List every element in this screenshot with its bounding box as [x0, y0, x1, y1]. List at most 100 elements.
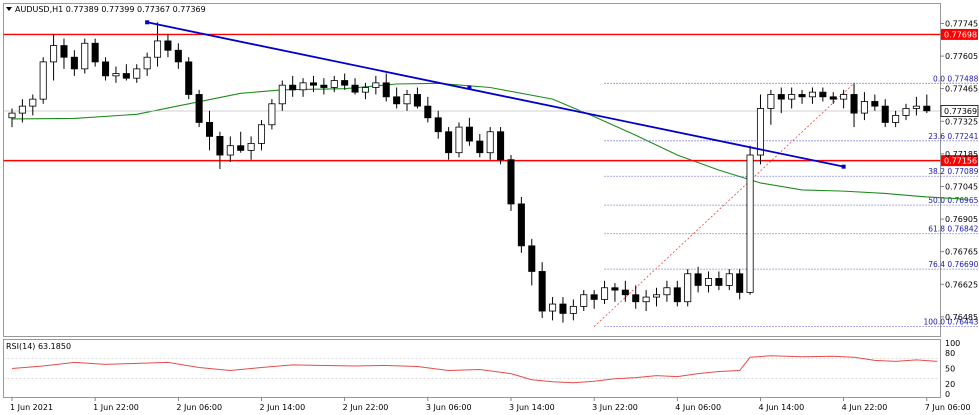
time-axis: 1 Jun 2021 1 Jun 22:00 2 Jun 06:00 2 Jun 14…	[10, 397, 971, 412]
candle-body	[819, 91, 827, 98]
fib-level-label: 76.4 0.76690	[928, 260, 978, 269]
candle-body	[850, 94, 858, 114]
candle-body	[330, 80, 338, 88]
candle-body	[632, 294, 640, 303]
candle-body	[50, 45, 58, 63]
candle-body	[860, 101, 868, 114]
candle-body	[195, 94, 203, 123]
candle-body	[18, 105, 26, 114]
candle-body	[465, 126, 473, 142]
price-tick-label: 0.76765	[945, 248, 978, 257]
candle-body	[621, 289, 629, 296]
trendline-handle	[841, 164, 846, 169]
candle-body	[653, 294, 661, 298]
price-tag-label: 0.77156	[944, 157, 977, 166]
candle-body	[205, 122, 214, 137]
candle-body	[278, 84, 286, 105]
fib-level-label: 61.8 0.76842	[928, 225, 978, 234]
candle-body	[122, 73, 130, 79]
candle-body	[840, 94, 848, 100]
fib-trend-line	[593, 83, 855, 327]
candle-body	[81, 42, 89, 70]
candle-body	[673, 287, 681, 303]
candle-body	[434, 117, 442, 133]
candle-body	[829, 96, 837, 100]
candle-body	[881, 105, 889, 123]
candle-body	[663, 287, 671, 296]
candle-body	[143, 56, 151, 70]
price-tick-label: 0.77465	[945, 85, 978, 94]
candle-body	[91, 42, 99, 63]
candle-body	[912, 105, 920, 109]
candle-body	[154, 40, 162, 58]
candle-body	[226, 145, 234, 156]
candle-body	[299, 82, 307, 91]
candle-body	[756, 108, 764, 156]
time-tick-label: 2 Jun 22:00	[343, 403, 389, 412]
candle-body	[351, 84, 359, 93]
candle-body	[393, 96, 401, 105]
symbol-dropdown-icon[interactable]	[6, 7, 12, 11]
candle-body	[642, 296, 650, 303]
rsi-tick-label: 100	[945, 339, 960, 348]
candle-body	[715, 278, 723, 286]
candle-body	[247, 142, 255, 151]
candle-body	[361, 87, 369, 93]
price-tick-label: 0.77745	[945, 19, 978, 28]
fib-level-label: 50.0 0.76965	[928, 196, 978, 205]
candle-body	[257, 124, 266, 144]
candle-body	[174, 49, 182, 63]
fibonacci-retracement[interactable]: 0.0 0.77488 23.6 0.77241 38.2 0.77089 50.0 …	[593, 74, 979, 328]
candle-body	[725, 273, 733, 286]
candle-body	[590, 294, 598, 300]
rsi-title: RSI(14) 63.1850	[6, 342, 71, 351]
candle-body	[382, 82, 390, 98]
candle-body	[476, 140, 484, 154]
candle-body	[569, 305, 577, 314]
price-tick-label: 0.76485	[945, 313, 978, 322]
candle-body	[580, 294, 588, 307]
candle-body	[216, 135, 224, 156]
fib-level-label: 38.2 0.77089	[928, 167, 978, 176]
candle-body	[445, 131, 453, 154]
candle-body	[424, 105, 432, 119]
candle-body	[29, 98, 37, 107]
candle-body	[413, 94, 421, 107]
candle-body	[70, 56, 78, 70]
candle-body	[559, 303, 567, 314]
candlesticks	[8, 22, 931, 323]
time-tick-label: 2 Jun 06:00	[176, 403, 222, 412]
candle-body	[871, 101, 879, 107]
candle-body	[892, 115, 900, 123]
candle-body	[704, 278, 713, 286]
trendline[interactable]	[145, 20, 846, 169]
price-tick-label: 0.77605	[945, 52, 978, 61]
main-pane	[3, 3, 941, 337]
price-axis: 0.77745 0.77605 0.77465 0.77325 0.77185 0.770…	[940, 19, 979, 322]
rsi-tick-label: 20	[945, 380, 955, 389]
rsi-tick-label: 0	[945, 390, 950, 399]
fib-level-label: 0.0 0.77488	[933, 74, 979, 83]
candle-body	[549, 303, 557, 312]
candle-body	[185, 61, 193, 95]
horizontal-lines[interactable]: 0.77698 0.77156	[3, 28, 979, 167]
symbol-header: AUDUSD,H1 0.77389 0.77399 0.77367 0.7736…	[15, 5, 206, 14]
time-tick-label: 2 Jun 14:00	[259, 403, 305, 412]
candle-body	[341, 80, 349, 86]
price-tick-label: 0.77045	[945, 182, 978, 191]
candle-body	[39, 61, 47, 100]
trendline-handle	[145, 20, 150, 25]
candle-body	[528, 245, 536, 272]
candle-body	[684, 273, 692, 303]
candle-body	[777, 94, 785, 100]
candle-body	[164, 40, 172, 51]
candle-body	[309, 82, 317, 86]
time-tick-label: 7 Jun 06:00	[925, 403, 971, 412]
price-tag-label: 0.77698	[944, 30, 977, 39]
candle-body	[538, 271, 546, 312]
time-tick-label: 4 Jun 14:00	[758, 403, 804, 412]
candle-body	[808, 91, 816, 98]
candle-body	[133, 68, 141, 79]
price-tick-label: 0.77185	[945, 150, 978, 159]
